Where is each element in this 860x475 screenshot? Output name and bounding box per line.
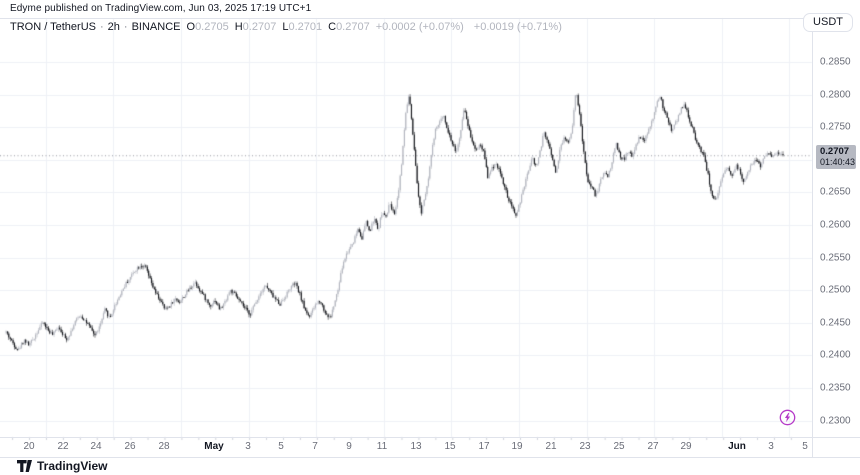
time-axis-label: 20 (23, 441, 35, 452)
time-axis-label: 5 (802, 441, 808, 452)
price-axis-label: 0.2750 (820, 121, 851, 133)
low-label: L (282, 21, 289, 33)
time-axis-label: Jun (728, 441, 746, 452)
boost-button[interactable] (779, 409, 796, 426)
open-label: O (186, 21, 196, 33)
symbol-title[interactable]: TRON / TetherUS (10, 21, 96, 33)
footer-divider (0, 457, 860, 458)
footer-bar: TradingView (0, 457, 860, 475)
time-axis-label: 29 (680, 441, 692, 452)
close-label: C (328, 21, 337, 33)
price-axis-label: 0.2800 (820, 89, 851, 101)
time-scale-divider (0, 437, 860, 438)
time-axis-label: 3 (768, 441, 774, 452)
time-axis-label: May (204, 441, 224, 452)
price-axis-label: 0.2650 (820, 186, 851, 198)
high-label: H (234, 21, 243, 33)
time-axis-label: 13 (410, 441, 422, 452)
price-axis-label: 0.2350 (820, 382, 851, 394)
time-axis-label: 28 (158, 441, 170, 452)
last-price-label: 0.2707 01:40:43 (816, 145, 856, 169)
price-axis-label: 0.2400 (820, 349, 851, 361)
time-axis-label: 21 (545, 441, 557, 452)
change-percent-secondary: +0.0019 (+0.71%) (473, 21, 562, 33)
time-axis-label: 17 (478, 441, 490, 452)
price-axis-label: 0.2550 (820, 252, 851, 264)
currency-unit-button[interactable]: USDT (803, 13, 853, 32)
price-axis-label: 0.2450 (820, 317, 851, 329)
header-divider (0, 18, 812, 19)
price-scale-divider (812, 18, 813, 457)
chart-legend: TRON / TetherUS · 2h · BINANCE O 0.2705 … (10, 20, 562, 34)
lightning-icon (779, 409, 796, 426)
time-axis-label: 3 (245, 441, 251, 452)
brand-name[interactable]: TradingView (37, 459, 108, 473)
dot-separator: · (123, 21, 128, 33)
dot-separator: · (100, 21, 104, 33)
bar-close-countdown: 01:40:43 (820, 157, 856, 167)
close-value: 0.2707 (336, 21, 370, 33)
low-value: 0.2701 (288, 21, 323, 33)
tradingview-logo-icon[interactable] (17, 460, 32, 472)
time-axis-label: 15 (444, 441, 456, 452)
time-axis-label: 26 (124, 441, 136, 452)
high-value: 0.2707 (242, 21, 277, 33)
time-axis-label: 27 (647, 441, 659, 452)
attribution-text: Edyme published on TradingView.com, Jun … (10, 3, 312, 14)
time-axis-label: 5 (278, 441, 284, 452)
time-axis-label: 11 (376, 441, 388, 452)
time-axis-label: 24 (90, 441, 102, 452)
price-axis-label: 0.2850 (820, 56, 851, 68)
open-value: 0.2705 (195, 21, 229, 33)
price-scale[interactable]: 0.2707 01:40:43 0.2850 0.2800 0.2750 0.2650… (812, 18, 860, 437)
exchange-label: BINANCE (131, 21, 181, 33)
time-axis-label: 22 (57, 441, 69, 452)
interval-label[interactable]: 2h (107, 21, 120, 33)
time-axis-label: 7 (312, 441, 318, 452)
time-scale[interactable]: 20 22 24 26 28 May 3 5 7 9 11 13 15 17 19 21 23 25 27 29 Jun… (0, 437, 860, 457)
time-axis-label: 25 (613, 441, 625, 452)
price-axis-label: 0.2500 (820, 284, 851, 296)
change-value: +0.0002 (+0.07%) (375, 21, 464, 33)
last-price-value: 0.2707 (820, 146, 850, 157)
price-axis-label: 0.2600 (820, 219, 851, 231)
time-axis-label: 19 (511, 441, 523, 452)
time-axis-label: 9 (346, 441, 352, 452)
price-axis-label: 0.2300 (820, 415, 851, 427)
time-axis-label: 23 (579, 441, 591, 452)
